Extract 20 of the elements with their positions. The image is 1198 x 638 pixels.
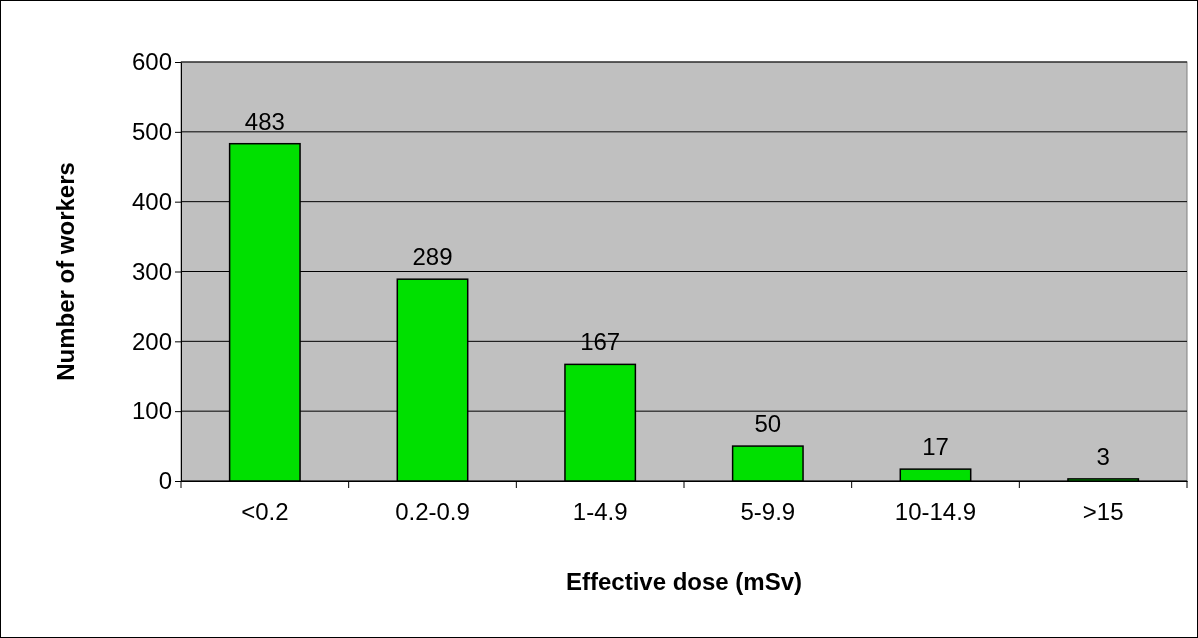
data-label: 289 <box>412 243 453 271</box>
x-tick-label: <0.2 <box>241 498 289 526</box>
y-tick-label: 0 <box>158 467 172 495</box>
y-tick-label: 500 <box>131 118 172 146</box>
data-label: 483 <box>244 107 285 135</box>
y-axis-title: Number of workers <box>52 162 79 381</box>
y-tick-label: 100 <box>131 397 172 425</box>
data-label: 17 <box>922 433 949 461</box>
data-label: 50 <box>754 410 782 438</box>
y-tick-label: 400 <box>131 187 172 215</box>
x-tick-label: 1-4.9 <box>572 498 628 526</box>
x-tick-label: >15 <box>1082 498 1124 526</box>
y-tick-label: 600 <box>131 48 172 76</box>
x-axis-title: Effective dose (mSv) <box>565 568 803 595</box>
y-tick-label: 300 <box>131 257 172 285</box>
y-tick-label: 200 <box>131 327 172 355</box>
data-label: 3 <box>1096 442 1110 470</box>
x-tick-label: 0.2-0.9 <box>395 498 470 526</box>
x-tick-label: 10-14.9 <box>894 498 977 526</box>
x-tick-label: 5-9.9 <box>740 498 796 526</box>
